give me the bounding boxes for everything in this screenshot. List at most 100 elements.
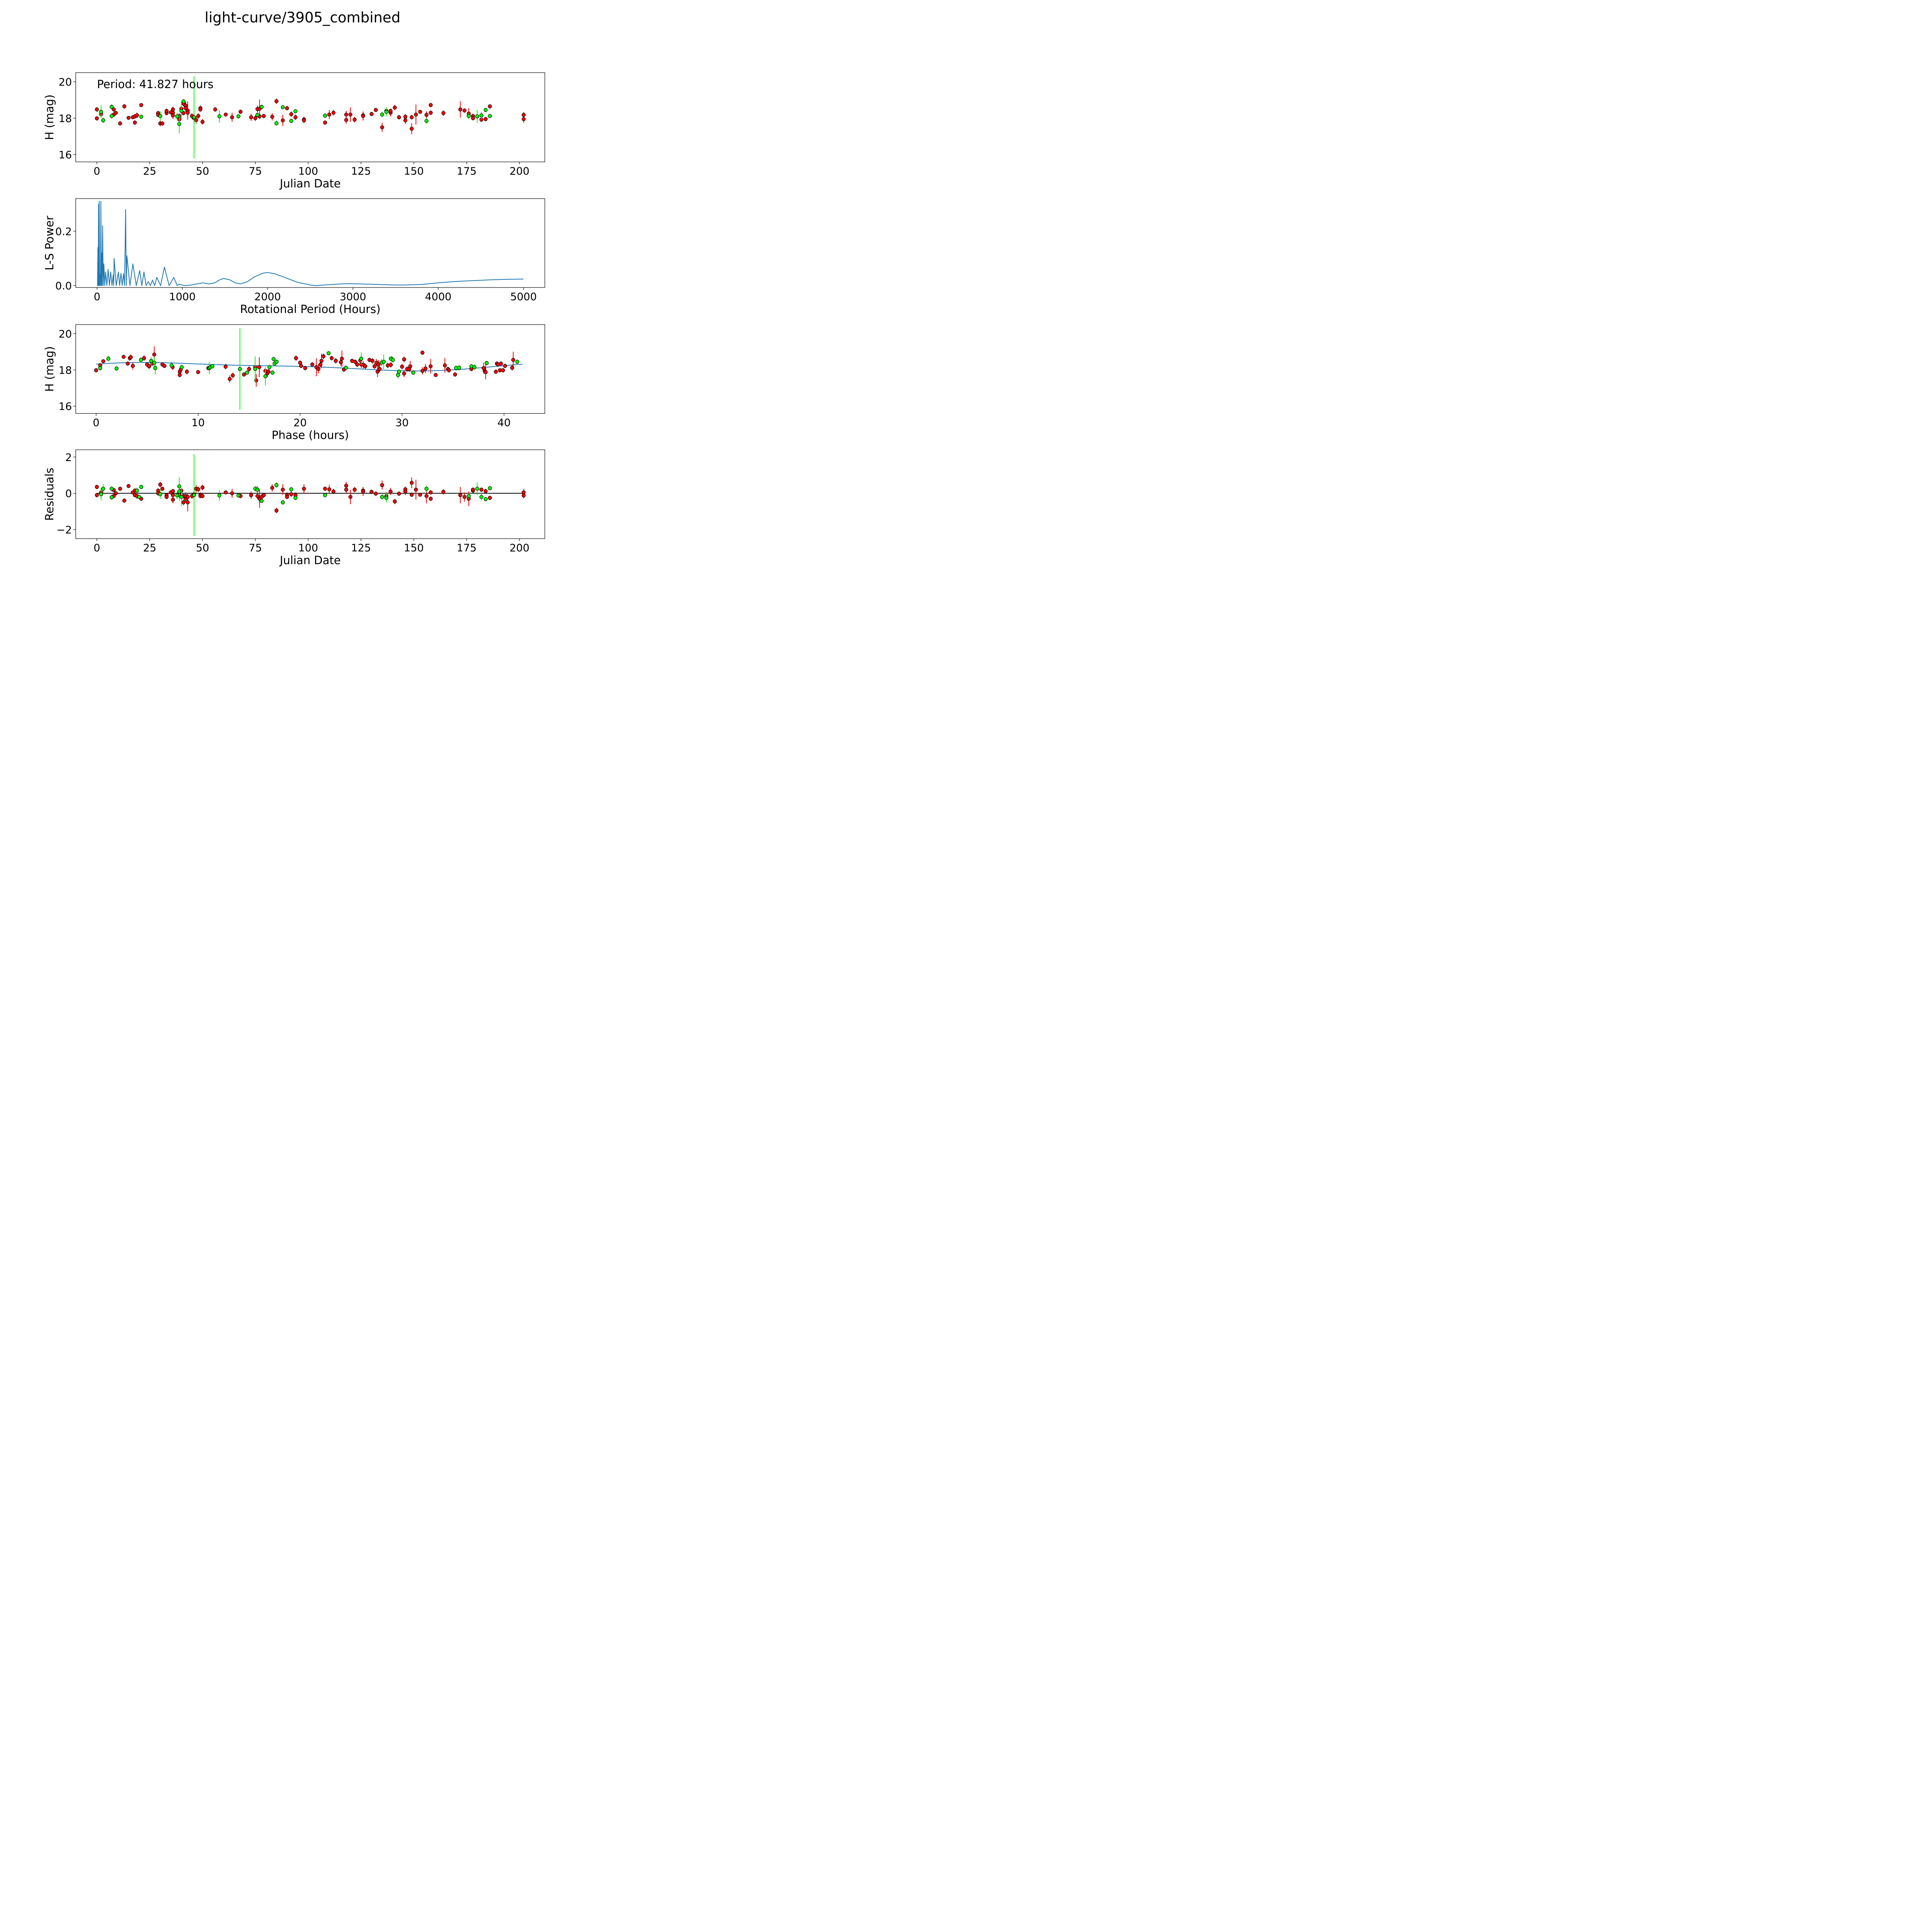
data-point [109, 486, 114, 491]
data-point [114, 491, 118, 495]
data-point [255, 113, 260, 117]
x-tick-label: 175 [457, 165, 477, 177]
data-point [266, 369, 270, 374]
data-point [323, 493, 327, 497]
data-point [488, 486, 492, 490]
data-point [403, 118, 408, 122]
data-point [372, 364, 377, 369]
data-point [403, 114, 408, 119]
data-point [483, 497, 488, 501]
data-point [285, 106, 289, 111]
data-point [135, 113, 139, 117]
data-point [95, 116, 99, 121]
data-point [323, 114, 327, 118]
y-axis-label: H (mag) [43, 346, 56, 392]
data-point [384, 496, 388, 500]
data-point [178, 373, 182, 377]
data-point [369, 112, 374, 116]
data-point [196, 114, 201, 118]
data-point [135, 488, 139, 493]
data-point [131, 364, 135, 368]
data-point [339, 360, 343, 364]
data-point [274, 483, 279, 487]
periodogram-plot-area [97, 201, 524, 286]
data-point [271, 357, 276, 361]
lightcurve-plot-area [95, 76, 526, 158]
data-point [429, 497, 433, 501]
data-point [310, 362, 315, 367]
data-point [118, 486, 122, 491]
residuals-panel: 0 25 50 75 100 125 150 175 200 −2 0 2 Julian Date Res… [43, 449, 545, 567]
phased-axes-frame [75, 324, 545, 414]
data-point [198, 107, 202, 112]
data-point [303, 366, 307, 370]
data-point [169, 363, 174, 367]
data-point [344, 118, 349, 122]
phased-plot-area [94, 328, 523, 410]
x-tick-label: 150 [404, 542, 424, 554]
data-point [121, 355, 126, 359]
y-axis-label: Residuals [43, 468, 56, 521]
data-point [522, 117, 526, 121]
data-point [236, 114, 241, 119]
data-point [510, 366, 514, 370]
data-point [429, 490, 433, 495]
data-point [122, 104, 126, 109]
data-point [230, 115, 234, 119]
data-point [503, 364, 507, 368]
data-point [114, 111, 118, 115]
data-point [293, 496, 298, 500]
data-point [380, 483, 384, 487]
data-point [213, 107, 218, 112]
data-point [281, 488, 285, 492]
data-point [257, 365, 262, 369]
x-tick-label: 3000 [340, 291, 366, 303]
data-point [171, 107, 175, 112]
data-point [109, 105, 114, 109]
data-point [99, 492, 103, 497]
data-point [101, 118, 105, 122]
data-point [302, 118, 306, 122]
data-point [114, 366, 119, 371]
data-point [381, 360, 386, 364]
data-point [180, 365, 184, 369]
data-point [393, 105, 397, 110]
data-point [228, 377, 232, 381]
data-point [479, 495, 484, 499]
figure-canvas: light-curve/3905_combined 0 25 50 75 100 125 1… [0, 0, 596, 596]
data-point [181, 99, 185, 104]
data-point [281, 500, 285, 505]
data-point [359, 357, 364, 361]
data-point [388, 109, 393, 113]
data-point [153, 366, 157, 370]
data-point [479, 113, 484, 117]
x-tick-label: 175 [457, 542, 477, 554]
data-point [94, 368, 98, 372]
y-axis-label: H (mag) [43, 94, 56, 140]
data-point [126, 361, 130, 366]
y-tick-label: 18 [59, 364, 72, 376]
data-point [485, 361, 489, 365]
data-point [142, 356, 146, 360]
y-tick-label: −2 [56, 524, 72, 536]
data-point [236, 493, 241, 498]
data-point [522, 113, 526, 117]
data-point [457, 366, 461, 370]
x-tick-label: 0 [93, 417, 99, 429]
data-point [238, 367, 242, 371]
data-point [139, 358, 143, 362]
data-point [441, 490, 446, 494]
data-point [179, 495, 184, 499]
y-tick-label: 0 [65, 488, 72, 500]
data-point [289, 112, 293, 116]
data-point [380, 112, 384, 117]
data-point [463, 108, 467, 113]
data-point [192, 115, 196, 119]
x-tick-label: 75 [249, 542, 262, 554]
data-point [242, 372, 246, 377]
data-point [483, 117, 488, 121]
data-point [384, 110, 388, 114]
data-point [274, 360, 279, 364]
data-point [488, 114, 492, 118]
